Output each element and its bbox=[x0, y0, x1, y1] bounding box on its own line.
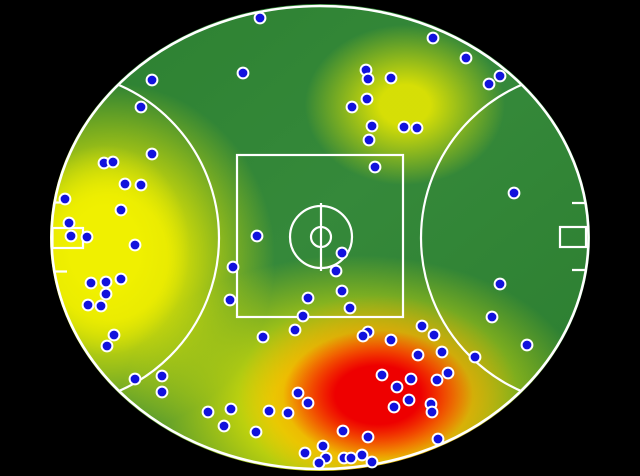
data-point bbox=[335, 284, 349, 298]
data-point bbox=[390, 380, 404, 394]
data-point bbox=[493, 69, 507, 83]
data-point bbox=[368, 160, 382, 174]
data-point bbox=[64, 229, 78, 243]
data-point bbox=[384, 333, 398, 347]
data-point bbox=[361, 72, 375, 86]
data-point bbox=[301, 396, 315, 410]
data-point bbox=[316, 439, 330, 453]
data-point bbox=[365, 455, 379, 469]
data-point bbox=[411, 348, 425, 362]
data-point bbox=[301, 291, 315, 305]
data-point bbox=[84, 276, 98, 290]
data-point bbox=[80, 230, 94, 244]
data-point bbox=[468, 350, 482, 364]
data-point bbox=[312, 456, 326, 470]
data-point bbox=[81, 298, 95, 312]
data-point bbox=[224, 402, 238, 416]
data-point bbox=[100, 339, 114, 353]
data-point bbox=[298, 446, 312, 460]
data-point bbox=[365, 119, 379, 133]
data-point bbox=[253, 11, 267, 25]
data-point bbox=[355, 448, 369, 462]
data-point bbox=[114, 272, 128, 286]
data-point bbox=[441, 366, 455, 380]
data-point bbox=[58, 192, 72, 206]
data-point bbox=[134, 178, 148, 192]
data-point bbox=[62, 216, 76, 230]
data-point bbox=[329, 264, 343, 278]
data-point bbox=[520, 338, 534, 352]
data-point bbox=[256, 330, 270, 344]
data-point bbox=[459, 51, 473, 65]
data-point bbox=[296, 309, 310, 323]
data-point bbox=[155, 385, 169, 399]
data-point bbox=[397, 120, 411, 134]
data-point bbox=[226, 260, 240, 274]
data-point bbox=[106, 155, 120, 169]
data-point bbox=[345, 100, 359, 114]
data-point bbox=[236, 66, 250, 80]
data-point bbox=[107, 328, 121, 342]
data-point bbox=[155, 369, 169, 383]
data-point bbox=[427, 328, 441, 342]
data-point bbox=[249, 425, 263, 439]
data-point bbox=[145, 73, 159, 87]
data-point bbox=[384, 71, 398, 85]
fifty-metre-arc-left bbox=[52, 69, 221, 407]
data-points bbox=[58, 11, 534, 470]
data-point bbox=[402, 393, 416, 407]
data-point bbox=[493, 277, 507, 291]
data-point bbox=[430, 373, 444, 387]
data-point bbox=[426, 31, 440, 45]
data-point bbox=[361, 430, 375, 444]
data-point bbox=[343, 301, 357, 315]
data-point bbox=[145, 147, 159, 161]
fifty-metre-arc-right bbox=[419, 69, 588, 407]
centre-square bbox=[235, 153, 405, 319]
data-point bbox=[425, 405, 439, 419]
data-point bbox=[336, 424, 350, 438]
data-point bbox=[415, 319, 429, 333]
data-point bbox=[128, 372, 142, 386]
data-point bbox=[288, 323, 302, 337]
data-point bbox=[217, 419, 231, 433]
data-point bbox=[281, 406, 295, 420]
data-point bbox=[387, 400, 401, 414]
data-point bbox=[99, 287, 113, 301]
data-point bbox=[482, 77, 496, 91]
data-point bbox=[335, 246, 349, 260]
data-point bbox=[128, 238, 142, 252]
data-point bbox=[223, 293, 237, 307]
data-point bbox=[118, 177, 132, 191]
data-point bbox=[134, 100, 148, 114]
data-point bbox=[404, 372, 418, 386]
data-point bbox=[250, 229, 264, 243]
data-point bbox=[431, 432, 445, 446]
data-point bbox=[360, 92, 374, 106]
data-point bbox=[507, 186, 521, 200]
goal-square-right bbox=[558, 225, 588, 249]
data-point bbox=[410, 121, 424, 135]
data-point bbox=[262, 404, 276, 418]
field-markings bbox=[52, 69, 588, 407]
data-point bbox=[94, 299, 108, 313]
data-point bbox=[99, 275, 113, 289]
data-point bbox=[375, 368, 389, 382]
data-point bbox=[114, 203, 128, 217]
data-point bbox=[344, 451, 358, 465]
data-point bbox=[485, 310, 499, 324]
data-point bbox=[435, 345, 449, 359]
data-point bbox=[291, 386, 305, 400]
data-point bbox=[201, 405, 215, 419]
data-point bbox=[362, 133, 376, 147]
data-point bbox=[356, 329, 370, 343]
